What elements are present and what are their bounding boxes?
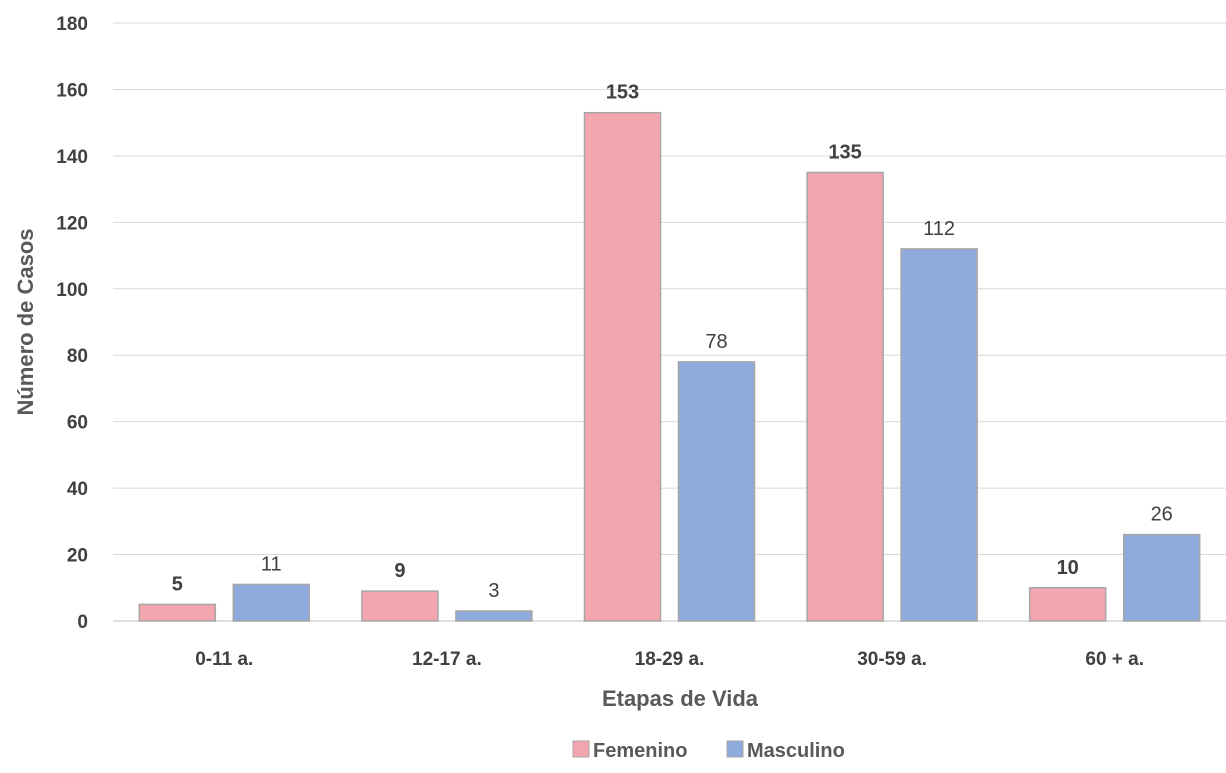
y-axis-title: Número de Casos	[13, 228, 38, 415]
x-tick-label: 0-11 a.	[195, 649, 253, 670]
bar-femenino	[361, 590, 439, 622]
data-label: 11	[261, 553, 282, 575]
y-tick-label: 140	[56, 147, 88, 168]
y-tick-label: 120	[56, 213, 88, 234]
y-tick-label: 20	[67, 546, 88, 567]
data-label: 10	[1057, 557, 1079, 579]
y-tick-label: 40	[67, 479, 88, 500]
x-tick-label: 30-59 a.	[857, 649, 927, 670]
bar-femenino	[1028, 587, 1107, 622]
legend: Femenino Masculino	[572, 740, 845, 762]
bar-masculino	[232, 583, 311, 622]
legend-label-masculino: Masculino	[747, 740, 845, 762]
y-tick-label: 80	[67, 346, 88, 367]
y-tick-label: 160	[56, 80, 88, 101]
bar-femenino	[138, 603, 217, 622]
data-label: 135	[828, 142, 861, 164]
bar-femenino	[583, 111, 662, 622]
bar-masculino	[455, 610, 533, 622]
data-label: 9	[394, 560, 405, 582]
legend-swatch-femenino	[572, 740, 590, 758]
legend-swatch-masculino	[726, 740, 744, 758]
x-tick-label: 12-17 a.	[412, 649, 482, 670]
bar-femenino	[806, 171, 884, 622]
x-tick-label: 60 + a.	[1085, 649, 1144, 670]
data-label: 112	[923, 218, 955, 240]
data-label: 153	[606, 82, 639, 104]
x-tick-label: 18-29 a.	[635, 649, 705, 670]
data-label: 5	[172, 573, 183, 595]
y-tick-label: 60	[67, 413, 88, 434]
data-label: 78	[705, 331, 727, 353]
y-tick-label: 180	[56, 14, 88, 35]
bar-masculino	[677, 361, 756, 622]
bar-masculino	[1122, 533, 1201, 622]
y-tick-label: 0	[77, 612, 88, 633]
data-label: 3	[488, 580, 499, 602]
legend-label-femenino: Femenino	[593, 740, 687, 762]
data-label: 26	[1151, 504, 1173, 526]
y-tick-label: 100	[56, 280, 88, 301]
bar-masculino	[900, 248, 978, 622]
x-axis-title: Etapas de Vida	[602, 686, 759, 711]
